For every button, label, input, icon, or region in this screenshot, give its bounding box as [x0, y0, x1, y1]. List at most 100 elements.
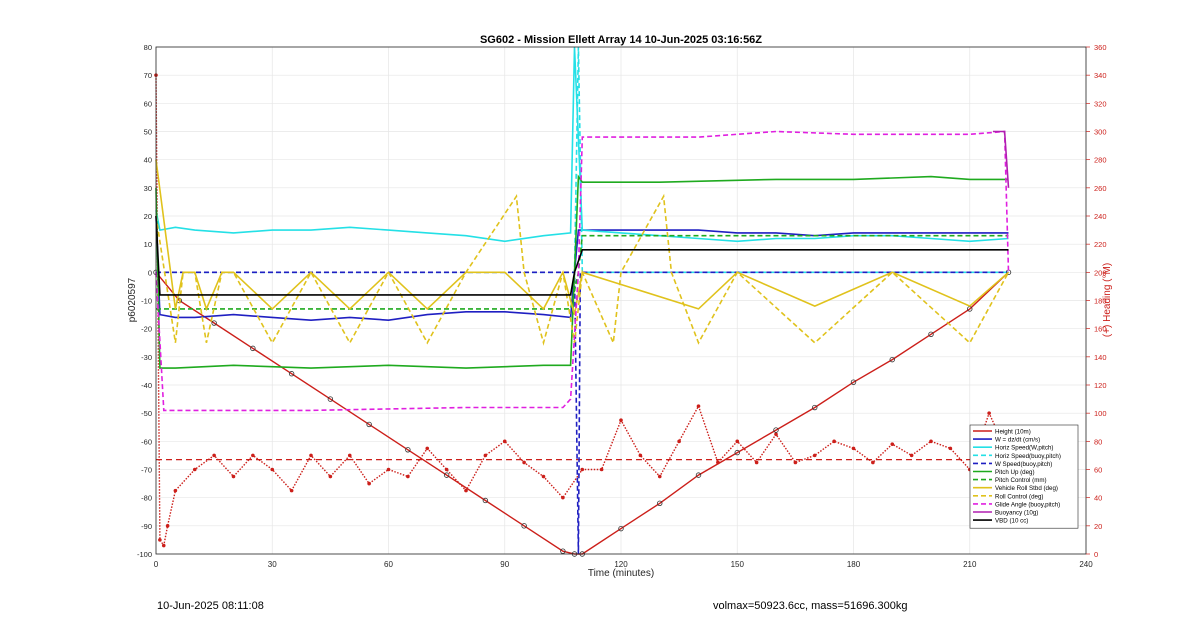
x-tick-label: 240	[1079, 560, 1093, 569]
series-point	[366, 421, 372, 428]
grid	[155, 46, 1087, 555]
y2-tick-label: 240	[1094, 212, 1107, 221]
heading-point	[948, 446, 953, 451]
heading-point	[871, 460, 875, 465]
x-tick-label: 210	[963, 560, 977, 569]
series-point	[657, 500, 663, 506]
heading-point	[657, 474, 662, 479]
series-7	[155, 159, 1010, 315]
y2-tick-label: 80	[1094, 437, 1102, 446]
series-point	[443, 472, 450, 478]
y2-tick-label: 180	[1094, 297, 1107, 306]
series-point	[211, 320, 217, 326]
series-11	[155, 215, 1009, 296]
series-6	[156, 234, 1009, 310]
heading-point	[774, 432, 778, 437]
series-point	[288, 371, 295, 377]
y2-tick-label: 320	[1094, 99, 1107, 108]
y2-tick-label: 20	[1094, 522, 1102, 531]
y-tick-label: 20	[144, 212, 152, 221]
y2-tick-label: 340	[1094, 71, 1107, 80]
x-tick-label: 30	[268, 560, 277, 569]
y-tick-label: 40	[144, 156, 152, 165]
heading-point	[929, 439, 933, 444]
legend-label: Horiz Speed(W,pitch)	[995, 445, 1053, 452]
x-tick-label: 0	[154, 560, 159, 569]
heading-point	[309, 453, 313, 458]
y2-tick-label: 120	[1094, 381, 1107, 390]
heading-point	[580, 467, 585, 472]
heading-point	[192, 467, 197, 472]
y-tick-label: -60	[141, 437, 152, 446]
x-tick-label: 120	[614, 560, 628, 569]
legend-label: Pitch Control (mm)	[995, 477, 1047, 484]
y-tick-label: -80	[141, 494, 152, 503]
y-tick-label: -20	[141, 325, 152, 334]
y-tick-label: -10	[141, 297, 152, 306]
y-tick-label: 80	[144, 43, 152, 52]
series-point	[889, 356, 895, 363]
legend-label: Glide Angle (buoy,pitch)	[995, 501, 1060, 508]
legend: Height (10m)W = dz/dt (cm/s)Horiz Speed(…	[969, 424, 1079, 529]
x-tick-label: 90	[500, 560, 509, 569]
series-1	[155, 215, 1009, 322]
series-point	[695, 472, 702, 478]
legend-label: Buoyancy (10g)	[995, 510, 1038, 517]
heading-point	[406, 474, 410, 479]
heading-point	[541, 474, 546, 479]
heading-point	[386, 467, 391, 472]
heading-point	[619, 418, 623, 423]
series-point	[521, 523, 527, 529]
heading-point	[561, 495, 565, 500]
heading-point	[987, 411, 991, 415]
heading-point	[812, 453, 817, 458]
y2-tick-label: 160	[1094, 325, 1107, 334]
y2-tick-label: 260	[1094, 184, 1107, 193]
series-5	[155, 174, 1009, 369]
series-layer	[153, 46, 1012, 557]
legend-label: W = dz/dt (cm/s)	[995, 437, 1040, 444]
heading-point	[425, 446, 430, 451]
series-point	[773, 427, 779, 433]
footer-timestamp: 10-Jun-2025 08:11:08	[157, 600, 264, 612]
series-point	[618, 525, 624, 532]
heading-point	[270, 467, 275, 472]
heading-point	[599, 467, 604, 472]
y2-axis-label: (+) Heading (°M)	[1102, 263, 1113, 337]
y-tick-label: -90	[141, 522, 152, 531]
legend-label: Pitch Up (deg)	[995, 469, 1035, 476]
y2-tick-label: 220	[1094, 240, 1107, 249]
series-point	[250, 345, 256, 352]
series-line	[155, 46, 1009, 243]
heading-point	[793, 460, 798, 465]
y2-tick-label: 300	[1094, 128, 1107, 137]
series-8	[155, 193, 1010, 346]
y-tick-label: 50	[144, 128, 152, 137]
heading-point	[638, 453, 643, 458]
heading-point	[367, 481, 371, 486]
x-axis-label: Time (minutes)	[588, 568, 654, 579]
x-tick-label: 60	[384, 560, 393, 569]
legend-label: Horiz Speed(buoy,pitch)	[995, 453, 1061, 460]
series-line	[155, 159, 1010, 315]
heading-point	[502, 439, 507, 444]
heading-point	[522, 460, 526, 465]
y2-tick-label: 280	[1094, 156, 1107, 165]
y2-tick-label: 360	[1094, 43, 1107, 52]
series-line	[155, 215, 1009, 296]
series-line	[155, 130, 1010, 412]
heading-point	[251, 453, 255, 458]
series-line	[155, 215, 1009, 322]
heading-point	[158, 538, 162, 542]
legend-box	[969, 424, 1079, 529]
heading-point	[173, 488, 178, 493]
series-line	[155, 174, 1009, 369]
legend-label: W Speed(buoy,pitch)	[995, 461, 1052, 468]
y-tick-label: 10	[144, 240, 152, 249]
y-tick-label: -70	[141, 466, 152, 475]
footer-mass-info: volmax=50923.6cc, mass=51696.300kg	[713, 600, 908, 612]
heading-point	[832, 439, 836, 444]
series-point	[405, 447, 411, 453]
heading-point	[347, 453, 352, 458]
y2-tick-label: 60	[1094, 466, 1102, 475]
